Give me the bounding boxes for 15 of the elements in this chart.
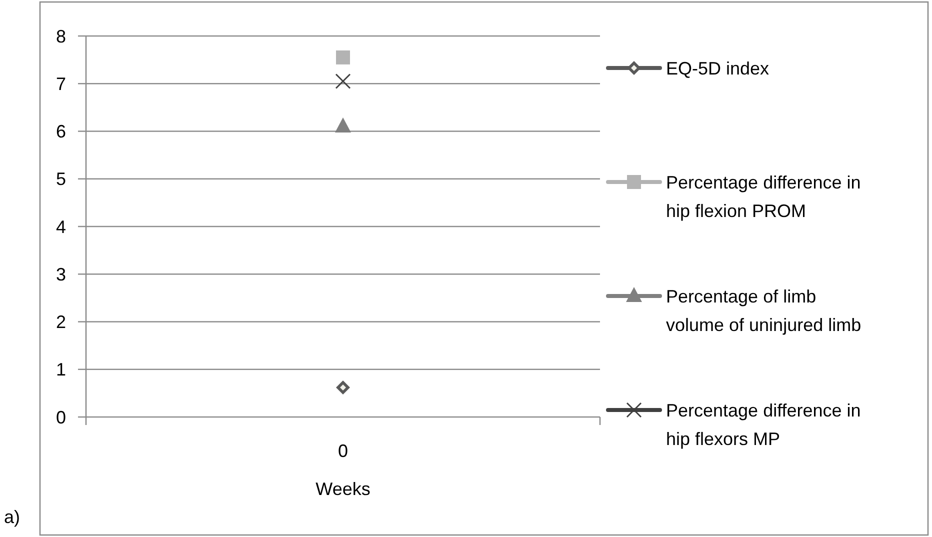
legend-label: Percentage difference in hip flexion PROM bbox=[666, 172, 861, 222]
y-tick-label: 2 bbox=[56, 312, 66, 332]
y-tick-label: 0 bbox=[56, 407, 66, 428]
y-tick-label: 4 bbox=[56, 216, 66, 237]
y-tick-label: 5 bbox=[56, 169, 66, 190]
y-tick-label: 3 bbox=[56, 264, 66, 284]
text: a) bbox=[4, 507, 20, 527]
legend-label: Percentage of limb volume of uninjured limb bbox=[666, 286, 862, 336]
legend-label: EQ-5D index bbox=[666, 58, 770, 78]
y-tick-label: 7 bbox=[56, 74, 66, 94]
y-tick-label: 1 bbox=[56, 360, 66, 380]
legend-label: Percentage difference in hip flexors MP bbox=[666, 400, 861, 450]
y-tick-label: 6 bbox=[56, 122, 66, 142]
y-tick-label: 8 bbox=[56, 26, 66, 46]
x-axis-title: Weeks bbox=[316, 479, 370, 499]
